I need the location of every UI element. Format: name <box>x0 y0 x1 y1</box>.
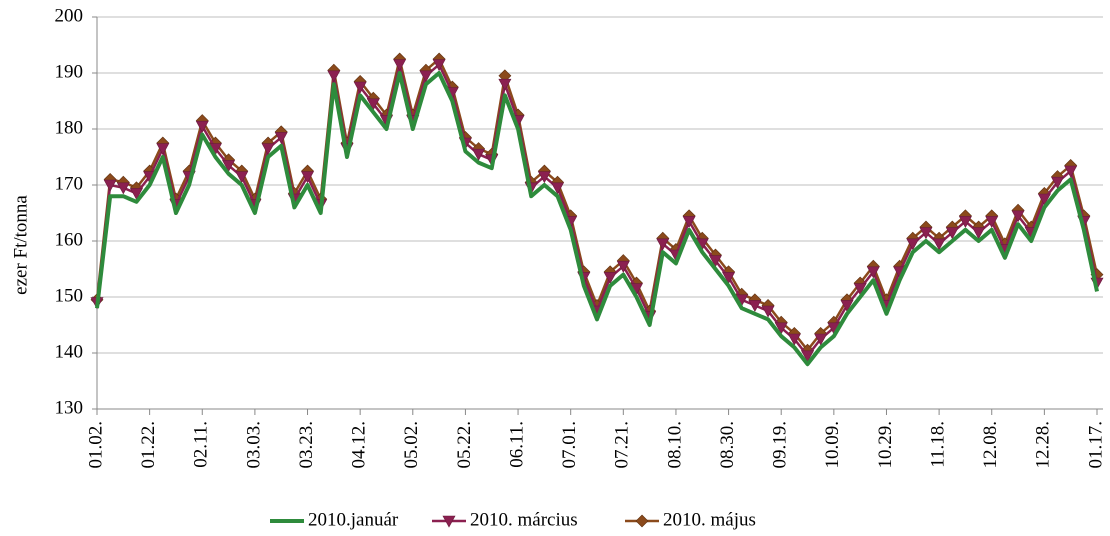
data-point <box>537 171 551 184</box>
y-axis-title: ezer Ft/tonna <box>10 195 31 295</box>
x-tick-label: 05.22. <box>454 421 475 469</box>
y-tick-label: 180 <box>55 117 84 138</box>
legend-marker <box>635 514 649 528</box>
data-point <box>603 272 617 285</box>
data-point <box>498 78 512 91</box>
y-tick-label: 150 <box>55 285 84 306</box>
data-point <box>1037 193 1051 206</box>
data-point <box>853 283 867 296</box>
x-tick-label: 11.18. <box>927 421 948 468</box>
x-tick-label: 03.03. <box>243 421 264 469</box>
data-point <box>353 81 367 94</box>
data-point <box>945 227 959 240</box>
data-point <box>787 333 801 346</box>
data-point <box>761 305 775 318</box>
data-point <box>1011 210 1025 223</box>
data-point <box>722 272 736 285</box>
data-point <box>708 255 722 268</box>
data-point <box>551 182 565 195</box>
data-point <box>222 160 236 173</box>
data-point <box>129 188 143 201</box>
data-point <box>906 238 920 251</box>
data-point <box>1064 165 1078 178</box>
data-point <box>472 148 486 161</box>
x-tick-label: 05.02. <box>401 421 422 469</box>
series-line <box>95 71 1099 367</box>
y-tick-label: 200 <box>55 5 84 26</box>
data-point <box>195 120 209 133</box>
data-point <box>682 216 696 229</box>
data-point <box>393 59 407 72</box>
data-point <box>616 260 630 273</box>
x-tick-label: 06.11. <box>506 421 527 468</box>
x-tick-label: 12.08. <box>980 421 1001 469</box>
data-point <box>156 143 170 156</box>
x-tick-label: 10.29. <box>875 421 896 469</box>
data-point <box>103 179 117 192</box>
y-tick-label: 160 <box>55 229 84 250</box>
data-point <box>972 227 986 240</box>
data-point <box>958 216 972 229</box>
data-point <box>432 59 446 72</box>
x-tick-label: 12.28. <box>1033 421 1054 469</box>
legend-label: 2010. március <box>470 509 578 530</box>
data-point <box>774 322 788 335</box>
x-tick-label: 04.12. <box>349 421 370 469</box>
data-point <box>932 238 946 251</box>
data-point <box>840 300 854 313</box>
x-tick-label: 10.09. <box>822 421 843 469</box>
data-point <box>261 143 275 156</box>
data-point <box>116 182 130 195</box>
x-tick-label: 02.11. <box>191 421 212 468</box>
legend-label: 2010. május <box>663 509 756 530</box>
x-tick-label: 01.22. <box>138 421 159 469</box>
x-tick-label: 08.30. <box>717 421 738 469</box>
y-tick-label: 140 <box>55 341 84 362</box>
data-point <box>274 132 288 145</box>
legend-marker <box>442 515 456 528</box>
data-point <box>366 98 380 111</box>
data-point <box>327 70 341 83</box>
y-tick-label: 170 <box>55 173 84 194</box>
legend-label: 2010.január <box>308 509 399 530</box>
data-point <box>1051 176 1065 189</box>
x-tick-label: 08.10. <box>664 421 685 469</box>
data-point <box>866 266 880 279</box>
y-tick-label: 190 <box>55 61 84 82</box>
x-tick-label: 07.21. <box>612 421 633 469</box>
data-point <box>301 171 315 184</box>
x-tick-label: 01.17. <box>1085 421 1106 469</box>
data-point <box>985 216 999 229</box>
x-tick-label: 07.01. <box>559 421 580 469</box>
x-tick-label: 09.19. <box>770 421 791 469</box>
data-point <box>748 300 762 313</box>
data-point <box>656 238 670 251</box>
x-tick-label: 03.23. <box>296 421 317 469</box>
data-point <box>235 171 249 184</box>
data-point <box>419 70 433 83</box>
data-point <box>801 350 815 363</box>
series <box>95 71 1099 367</box>
x-tick-label: 01.02. <box>85 421 106 469</box>
y-tick-label: 130 <box>55 397 84 418</box>
data-point <box>919 227 933 240</box>
data-point <box>814 333 828 346</box>
